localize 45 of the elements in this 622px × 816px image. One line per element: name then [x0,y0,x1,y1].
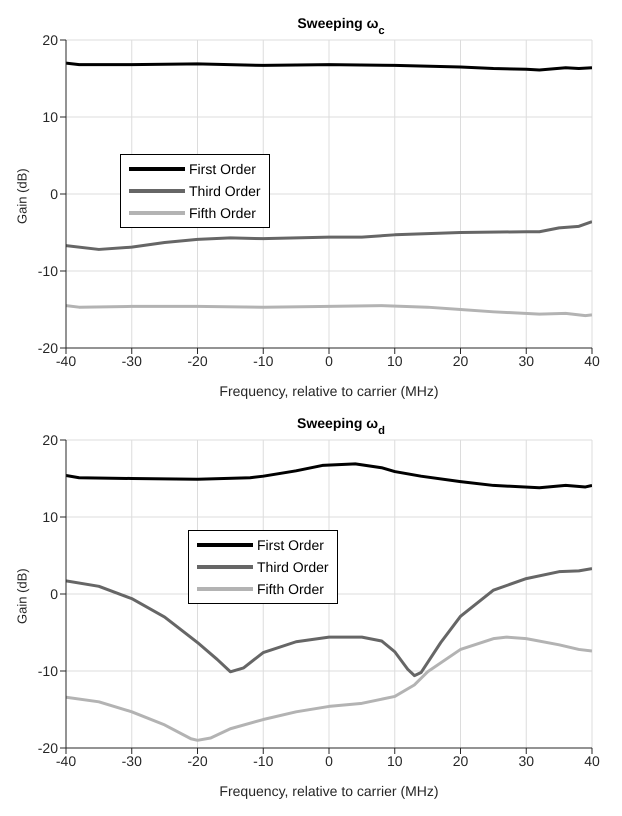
x-tick-label: -20 [187,752,208,769]
y-tick-label: -10 [38,662,58,679]
y-tick-label: -10 [38,262,58,279]
x-tick-label: -30 [122,752,142,769]
line-series [66,636,592,742]
legend-label: Third Order [257,559,329,575]
y-tick-label: 0 [50,586,58,602]
x-tick-label: -10 [253,352,274,369]
legend-label: Fifth Order [189,205,256,221]
x-tick-label: 40 [584,352,600,369]
y-tick-label: 20 [42,32,58,48]
y-tick-label: -20 [38,340,58,356]
legend-label: First Order [189,161,256,177]
x-tick-label: 10 [386,352,403,369]
y-axis-title: Gain (dB) [14,168,30,224]
x-tick-label: 40 [584,752,600,769]
y-tick-label: 10 [42,108,58,125]
x-tick-label: -10 [253,752,274,769]
x-tick-label: -40 [56,752,76,769]
y-tick-label: 20 [42,432,58,448]
x-tick-label: 20 [452,352,468,369]
legend-label: Fifth Order [257,581,324,597]
line-series [66,304,592,318]
x-tick-label: -40 [56,352,76,369]
line-series [66,220,592,251]
x-tick-label: 0 [325,752,334,769]
x-tick-label: -30 [122,352,142,369]
line-series [66,62,592,72]
x-axis-title: Frequency, relative to carrier (MHz) [219,383,439,399]
legend-label: Third Order [189,183,261,199]
line-series [66,462,592,490]
x-tick-label: 30 [518,352,534,369]
x-tick-label: 30 [518,752,534,769]
x-tick-label: 20 [452,752,468,769]
y-tick-label: 10 [42,508,58,525]
x-axis-title: Frequency, relative to carrier (MHz) [219,783,439,799]
legend-label: First Order [257,537,324,553]
y-axis-title: Gain (dB) [14,568,30,624]
y-tick-label: 0 [50,186,58,202]
chart-title: Sweeping ω$_{d}$ [297,415,386,437]
x-tick-label: -20 [187,352,208,369]
x-tick-label: 10 [386,752,403,769]
chart-title: Sweeping ω$_{c}$ [297,15,385,37]
y-tick-label: -20 [38,740,58,756]
x-tick-label: 0 [325,352,334,369]
